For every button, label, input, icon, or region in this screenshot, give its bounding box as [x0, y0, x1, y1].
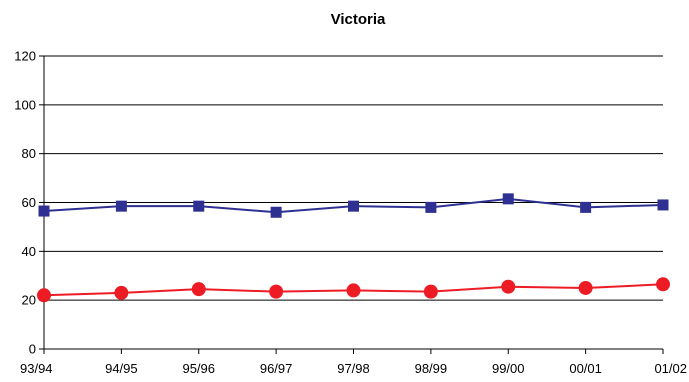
data-point: [115, 200, 127, 212]
x-tick-label: 96/97: [260, 361, 293, 376]
data-point: [270, 206, 282, 218]
x-tick-label: 93/94: [20, 361, 53, 376]
x-tick-label: 00/01: [569, 361, 602, 376]
y-axis-ticks: 0 20 40 60 80 100 120: [14, 49, 44, 357]
gridlines: [44, 55, 663, 301]
y-tick-label: 80: [22, 146, 36, 161]
data-point: [501, 279, 516, 294]
data-point: [37, 288, 51, 303]
series-2: [37, 277, 670, 303]
data-point: [580, 201, 592, 213]
data-point: [348, 200, 359, 212]
data-point: [269, 284, 284, 299]
data-point: [425, 201, 437, 213]
x-tick-label: 01/02: [654, 361, 687, 376]
y-tick-label: 100: [14, 97, 36, 112]
y-tick-label: 20: [22, 293, 36, 308]
x-tick-label: 99/00: [492, 361, 525, 376]
y-tick-label: 0: [29, 342, 36, 357]
data-point: [656, 277, 670, 292]
data-point: [502, 193, 514, 205]
y-tick-label: 40: [22, 244, 36, 259]
data-point: [114, 285, 129, 300]
x-tick-label: 97/98: [337, 361, 370, 376]
y-tick-label: 60: [22, 195, 36, 210]
x-tick-label: 98/99: [415, 361, 448, 376]
x-tick-label: 95/96: [182, 361, 215, 376]
chart-title: Victoria: [331, 11, 386, 28]
data-point: [193, 200, 205, 212]
data-point: [38, 205, 50, 217]
data-point: [346, 283, 361, 298]
y-tick-label: 120: [14, 49, 36, 64]
x-tick-label: 94/95: [105, 361, 138, 376]
data-point: [578, 280, 593, 295]
data-point: [423, 284, 438, 299]
data-point: [657, 199, 669, 211]
series-1: [38, 193, 669, 218]
series-group: [37, 193, 670, 303]
data-point: [191, 282, 206, 297]
x-axis-ticks: 93/94 94/95 95/96 96/97 97/98 98/99 99/00 00/01…: [20, 349, 687, 376]
